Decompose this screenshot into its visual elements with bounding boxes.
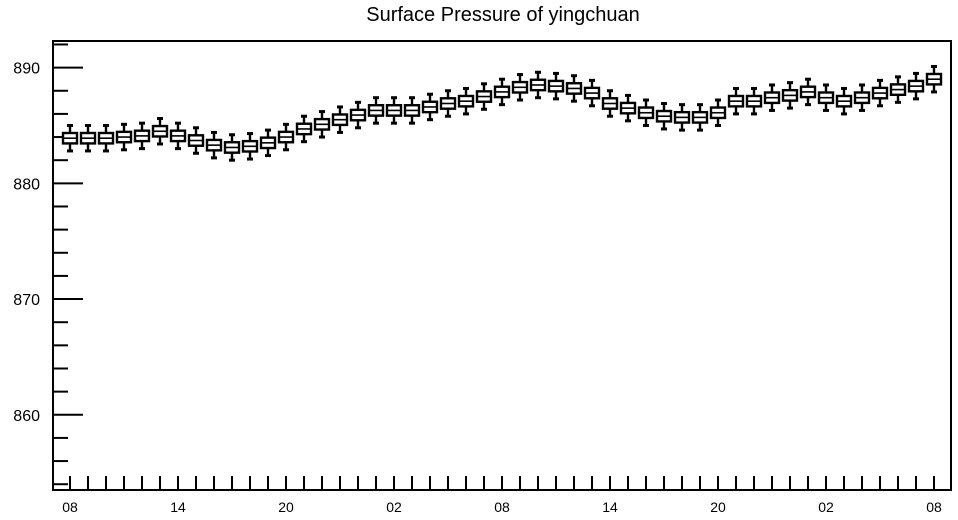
box-item xyxy=(223,133,241,162)
y-axis: 860 870 880 890 xyxy=(13,43,83,486)
box-item xyxy=(565,74,583,103)
box-item xyxy=(169,121,187,151)
box-item xyxy=(331,105,349,134)
box-item xyxy=(79,123,97,153)
box-item xyxy=(673,103,691,132)
box-item xyxy=(709,98,727,127)
y-tick-label: 870 xyxy=(13,292,40,309)
box-item xyxy=(601,89,619,118)
x-tick-label: 02 xyxy=(386,499,402,515)
box-item xyxy=(187,126,205,155)
box-item xyxy=(457,86,475,116)
box-item xyxy=(133,121,151,151)
box-item xyxy=(511,73,529,102)
box-item xyxy=(151,117,169,146)
x-axis: 08 14 20 02 08 14 20 02 08 xyxy=(62,476,942,515)
box-item xyxy=(781,81,799,110)
x-tick-label: 02 xyxy=(818,499,834,515)
box-item xyxy=(295,114,313,144)
box-item xyxy=(583,78,601,108)
x-tick-label: 08 xyxy=(494,499,510,515)
box-item xyxy=(115,122,133,152)
box-item xyxy=(655,101,673,131)
box-item xyxy=(421,92,439,122)
box-item xyxy=(439,89,457,118)
box-item xyxy=(817,83,835,112)
y-tick-label: 860 xyxy=(13,408,40,425)
box-item xyxy=(871,78,889,108)
box-item xyxy=(727,86,745,116)
y-tick-label: 890 xyxy=(13,61,40,78)
box-item xyxy=(493,77,511,107)
box-item xyxy=(97,123,115,153)
x-tick-label: 08 xyxy=(62,499,78,515)
box-item xyxy=(835,86,853,116)
box-item xyxy=(529,70,547,100)
box-item xyxy=(637,98,655,127)
box-item xyxy=(763,83,781,112)
x-tick-label: 14 xyxy=(602,499,618,515)
box-item xyxy=(691,103,709,132)
box-item xyxy=(61,123,79,153)
box-item xyxy=(907,71,925,101)
box-item xyxy=(385,96,403,125)
x-tick-label: 20 xyxy=(278,499,294,515)
chart-title: Surface Pressure of yingchuan xyxy=(366,4,640,26)
box-item xyxy=(889,75,907,104)
box-item xyxy=(205,130,223,160)
y-tick-label: 880 xyxy=(13,176,40,193)
x-tick-label: 20 xyxy=(710,499,726,515)
box-item xyxy=(349,100,367,130)
box-item xyxy=(259,128,277,158)
box-item xyxy=(403,96,421,125)
box-item xyxy=(367,96,385,125)
box-item xyxy=(241,132,259,161)
box-item xyxy=(619,93,637,123)
plot-frame xyxy=(52,40,952,491)
box-item xyxy=(475,82,493,111)
x-tick-label: 08 xyxy=(926,499,942,515)
box-item xyxy=(547,71,565,101)
box-item xyxy=(313,110,331,139)
box-item xyxy=(745,86,763,116)
box-item xyxy=(277,122,295,152)
box-item xyxy=(925,64,943,94)
box-series xyxy=(61,64,943,162)
box-item xyxy=(853,83,871,112)
box-item xyxy=(799,77,817,107)
x-tick-label: 14 xyxy=(170,499,186,515)
